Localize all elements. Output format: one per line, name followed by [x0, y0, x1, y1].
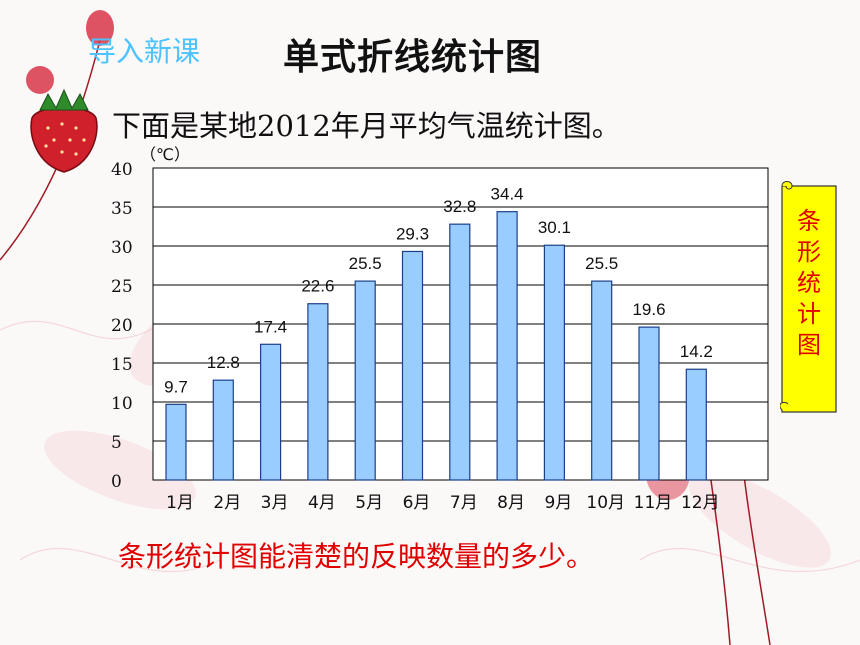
data-label: 25.5 — [349, 254, 382, 273]
y-tick-label: 5 — [111, 433, 122, 453]
bar — [401, 250, 424, 481]
data-label: 12.8 — [207, 353, 240, 372]
conclusion-text: 条形统计图能清楚的反映数量的多少。 — [118, 540, 595, 573]
x-tick-label: 7月 — [450, 493, 478, 513]
bar — [449, 223, 471, 481]
scroll-char: 统 — [797, 269, 821, 297]
x-tick-label: 4月 — [308, 493, 336, 513]
scroll-char: 形 — [797, 238, 821, 266]
scroll-char: 计 — [797, 300, 821, 328]
scroll-banner — [780, 181, 837, 413]
y-axis-label: （℃） — [140, 145, 190, 164]
x-tick-label: 8月 — [497, 493, 525, 513]
y-tick-label: 35 — [111, 199, 133, 219]
data-label: 9.7 — [164, 377, 188, 396]
data-label: 30.1 — [538, 218, 571, 237]
x-tick-label: 9月 — [544, 493, 572, 513]
y-tick-label: 0 — [111, 472, 122, 492]
data-label: 14.2 — [680, 342, 713, 361]
page-title: 单式折线统计图 — [283, 37, 543, 78]
bar — [307, 303, 329, 481]
bar — [354, 280, 376, 481]
x-tick-label: 10月 — [586, 493, 625, 513]
x-tick-label: 12月 — [681, 493, 720, 513]
chart-intro-text: 下面是某地2012年月平均气温统计图。 — [112, 109, 621, 143]
section-tag: 导入新课 — [88, 35, 201, 68]
scroll-char: 图 — [797, 331, 821, 359]
x-tick-label: 1月 — [166, 493, 194, 513]
y-tick-label: 20 — [111, 316, 133, 336]
scroll-char: 条 — [797, 207, 821, 235]
strawberry-icon — [30, 88, 98, 173]
y-tick-label: 40 — [111, 160, 133, 180]
y-tick-label: 25 — [111, 277, 133, 297]
data-label: 34.4 — [491, 185, 524, 204]
x-tick-label: 6月 — [403, 493, 431, 513]
bar — [591, 280, 613, 481]
scroll-label: 条 形 统 计 图 — [780, 206, 838, 361]
x-tick-label: 11月 — [634, 493, 673, 513]
x-tick-label: 3月 — [261, 493, 289, 513]
y-tick-label: 30 — [111, 238, 133, 258]
bar — [638, 326, 660, 481]
data-label: 22.6 — [301, 277, 334, 296]
x-tick-label: 5月 — [355, 493, 383, 513]
data-label: 32.8 — [443, 197, 476, 216]
y-tick-label: 10 — [111, 394, 133, 414]
data-label: 19.6 — [632, 300, 665, 319]
data-label: 17.4 — [254, 317, 287, 336]
bar — [260, 343, 282, 481]
x-tick-label: 2月 — [213, 493, 241, 513]
data-label: 25.5 — [585, 254, 618, 273]
bar — [543, 244, 566, 481]
data-label: 29.3 — [396, 224, 429, 243]
bar — [496, 211, 518, 481]
bar — [212, 379, 234, 481]
bar — [165, 403, 187, 481]
bar — [685, 368, 707, 481]
y-tick-label: 15 — [111, 355, 133, 375]
